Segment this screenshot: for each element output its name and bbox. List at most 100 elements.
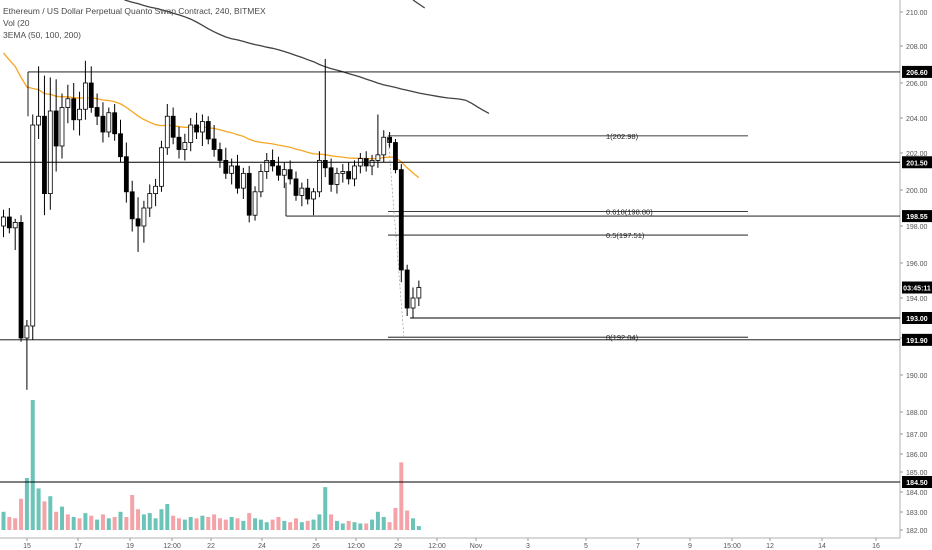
current-price-tag-text: 03:45:11 <box>903 286 931 293</box>
candle-body-up <box>59 107 65 147</box>
volume-bar <box>294 518 298 530</box>
candle-body-down <box>293 178 299 196</box>
candle <box>211 125 217 157</box>
candle-body-down <box>170 115 176 138</box>
volume-bar <box>177 518 181 530</box>
volume-bar <box>393 507 398 530</box>
volume-bar <box>264 522 269 530</box>
chart-title: Ethereum / US Dollar Perpetual Quanto Sw… <box>3 6 266 16</box>
volume-bar <box>387 522 392 530</box>
candle <box>258 164 264 198</box>
volume-bar <box>60 506 64 530</box>
candle <box>100 102 106 143</box>
candle-body-down <box>112 112 118 135</box>
level-price-tag-bg <box>902 210 932 223</box>
volume-bar <box>416 526 421 530</box>
volume-bar <box>299 522 304 530</box>
candle-body-down <box>71 98 77 121</box>
time-tick-label: 12:00 <box>347 543 365 550</box>
volume-bars <box>1 400 421 530</box>
candle-body-down <box>217 149 223 161</box>
candle-body-up <box>258 171 264 193</box>
volume-bar <box>276 517 281 530</box>
time-axis: 15 17 19 12:00 22 24 26 12:00 29 12:00 Nov 3 5 7 9 15:0… <box>0 537 900 550</box>
candle <box>53 79 59 172</box>
candle-body-up <box>141 207 147 227</box>
horizontal-levels[interactable] <box>0 71 900 483</box>
candle-body-up <box>375 154 381 161</box>
time-tick-label: 3 <box>526 543 530 550</box>
price-tick-label: 196.00 <box>906 261 928 268</box>
candle <box>135 197 141 252</box>
volume-bar <box>358 523 363 530</box>
candle-body-down <box>18 221 24 339</box>
candle <box>287 160 293 185</box>
volume-bar <box>212 514 217 530</box>
candle-body-down <box>129 191 135 220</box>
candle-body-down <box>387 136 393 143</box>
volume-bar <box>364 523 369 530</box>
volume-bar <box>217 518 222 530</box>
level-price-tag-text: 206.60 <box>906 70 928 77</box>
candle-body-down <box>287 169 293 180</box>
candle <box>153 178 159 207</box>
candle <box>375 114 381 168</box>
candle-body-down <box>393 142 398 171</box>
price-tick-label: 204.00 <box>906 116 928 123</box>
candle <box>369 154 375 176</box>
ema-200-line <box>412 0 426 9</box>
price-tick-label: 184.00 <box>906 490 928 497</box>
candle <box>159 140 164 192</box>
volume-bar <box>83 513 88 530</box>
volume-bar <box>54 511 59 530</box>
candle <box>12 218 18 251</box>
volume-bar <box>334 520 339 530</box>
volume-bar <box>229 517 234 530</box>
candle-body-down <box>118 133 123 158</box>
volume-bar <box>112 517 117 530</box>
price-tick-label: 190.00 <box>906 373 928 380</box>
price-tick-label: 194.00 <box>906 296 928 303</box>
candle <box>83 60 88 120</box>
volume-bar <box>136 509 141 530</box>
candle-body-up <box>229 165 235 174</box>
candle-body-up <box>264 159 270 172</box>
candle-body-up <box>199 121 205 133</box>
volume-bar <box>247 513 252 530</box>
volume-bar <box>258 519 263 530</box>
price-tick-label: 210.00 <box>906 10 928 17</box>
fib-trend-line <box>387 135 405 338</box>
volume-bar <box>48 496 53 530</box>
candle-body-down <box>53 110 59 147</box>
candle <box>65 84 71 124</box>
legend: Ethereum / US Dollar Perpetual Quanto Sw… <box>3 5 266 41</box>
candle <box>404 264 410 316</box>
volume-bar <box>329 514 334 530</box>
candle-body-up <box>311 191 316 200</box>
level-price-tag-bg <box>902 333 932 346</box>
candle-body-down <box>246 172 252 216</box>
candle <box>170 107 176 145</box>
candle <box>229 158 235 185</box>
level-price-tag-text: 193.00 <box>906 316 928 323</box>
candle <box>235 154 240 194</box>
volume-bar <box>165 504 170 530</box>
time-tick-label: 15:00 <box>723 543 741 550</box>
candle-body-down <box>346 171 352 180</box>
ema-lines <box>2 0 490 179</box>
price-tick-label: 206.00 <box>906 81 928 88</box>
volume-bar <box>305 520 310 530</box>
fib-level-label: 0.5(197.51) <box>606 231 645 240</box>
candle <box>264 153 270 179</box>
price-tick-label: 198.00 <box>906 224 928 231</box>
fibonacci-retracement[interactable]: 1(202.98) 0.618(198.80) 0.5(197.51) 0(192.0… <box>387 132 748 342</box>
candle-body-down <box>135 218 141 227</box>
volume-bar <box>13 518 18 530</box>
price-tick-label: 208.00 <box>906 44 928 51</box>
candle-body-down <box>404 269 410 309</box>
time-tick-label: 9 <box>688 543 692 550</box>
price-tick-label: 183.00 <box>906 510 928 517</box>
candle-body-down <box>235 165 240 189</box>
volume-bar <box>159 509 164 530</box>
